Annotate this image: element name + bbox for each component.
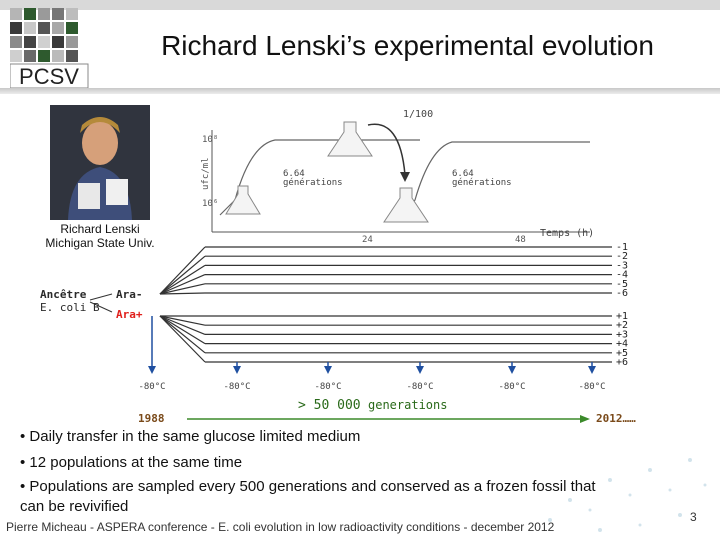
- growth-label-2b: générations: [452, 177, 512, 188]
- dilution-arrowhead: [400, 172, 410, 182]
- ancestor-strain-label: E. coli B: [40, 301, 100, 314]
- fan-line-plus: [159, 315, 206, 363]
- freezer-arrowhead: [233, 366, 241, 374]
- bullet-sampling-cont: can be revivified: [20, 498, 129, 515]
- population-label-minus: -3: [616, 260, 628, 271]
- bullet-sampling: • Populations are sampled every 500 gene…: [20, 478, 596, 495]
- population-label-minus: -4: [616, 270, 628, 281]
- bullet-daily-transfer: • Daily transfer in the same glucose lim…: [20, 428, 361, 445]
- y-axis-label: ufc/ml: [201, 157, 211, 190]
- freezer-arrowhead: [324, 366, 332, 374]
- ara-plus-label: Ara+: [116, 308, 143, 321]
- top-bar: [0, 0, 720, 10]
- growth-curve-2: [404, 141, 590, 211]
- growth-label-2a: 6.64: [452, 169, 474, 179]
- population-label-plus: +3: [616, 329, 628, 340]
- population-label-minus: -1: [616, 242, 628, 253]
- pcsv-logo: PCSV: [10, 8, 89, 89]
- time-tick-48: 48: [515, 235, 526, 245]
- dilution-arrow: [367, 123, 406, 176]
- title-separator: [0, 88, 720, 94]
- freezer-temp-label: -80°C: [314, 382, 341, 392]
- freezer-temp-label: -80°C: [578, 382, 605, 392]
- decorative-dots: [548, 458, 707, 532]
- ancestor-label: Ancêtre: [40, 288, 87, 301]
- fan-line-minus: [159, 255, 206, 295]
- growth-label-1b: générations: [283, 177, 343, 188]
- fan-line-plus: [159, 315, 206, 345]
- population-label-minus: -6: [616, 288, 628, 299]
- freezer-temp-label: -80°C: [223, 382, 250, 392]
- slide-title: Richard Lenski’s experimental evolution: [161, 30, 654, 61]
- fan-line-minus: [159, 292, 206, 295]
- footer-text: Pierre Micheau - ASPERA conference - E. …: [6, 520, 555, 534]
- logo-text: PCSV: [19, 64, 79, 89]
- bullet-12-populations: • 12 populations at the same time: [20, 454, 243, 471]
- fan-line-plus: [159, 315, 206, 335]
- y-tick-top: 10⁸: [202, 135, 218, 145]
- photo-caption: Richard Lenski Michigan State Univ.: [30, 222, 170, 250]
- start-year: 1988: [138, 412, 165, 425]
- population-label-plus: +4: [616, 339, 628, 350]
- freezer-temp-label: -80°C: [406, 382, 433, 392]
- generations-arrowhead: [580, 415, 590, 423]
- time-axis-label: Temps (h): [540, 228, 594, 239]
- freezer-arrowhead: [148, 366, 156, 374]
- flask-icon: [225, 121, 429, 223]
- fan-line-minus: [159, 264, 206, 295]
- fan-line-minus: [159, 246, 206, 295]
- ara-minus-label: Ara-: [116, 288, 143, 301]
- population-label-plus: +1: [616, 311, 628, 322]
- population-label-plus: +2: [616, 320, 628, 331]
- population-label-plus: +5: [616, 348, 628, 359]
- generations-count: > 50 000: [298, 398, 361, 413]
- page-number: 3: [690, 510, 697, 524]
- end-year: 2012……: [596, 412, 636, 425]
- population-label-minus: -5: [616, 279, 628, 290]
- freezer-temp-label: -80°C: [138, 382, 165, 392]
- fan-line-minus: [159, 274, 206, 295]
- population-label-minus: -2: [616, 251, 628, 262]
- freezer-temp-label: -80°C: [498, 382, 525, 392]
- freezer-arrowhead: [416, 366, 424, 374]
- population-label-plus: +6: [616, 357, 628, 368]
- generations-word: generations: [368, 398, 447, 412]
- fan-line-minus: [159, 283, 206, 295]
- fan-line-plus: [159, 315, 206, 354]
- freezer-arrowhead: [508, 366, 516, 374]
- dilution-label: 1/100: [403, 109, 433, 120]
- photo-caption-name: Richard Lenski: [60, 222, 140, 236]
- fan-line-plus: [159, 315, 206, 326]
- time-tick-24: 24: [362, 235, 373, 245]
- y-tick-low: 10⁶: [202, 199, 218, 209]
- photo-caption-affiliation: Michigan State Univ.: [45, 236, 155, 250]
- growth-label-1a: 6.64: [283, 169, 305, 179]
- freezer-arrowhead: [588, 366, 596, 374]
- richard-lenski-photo: [50, 105, 150, 220]
